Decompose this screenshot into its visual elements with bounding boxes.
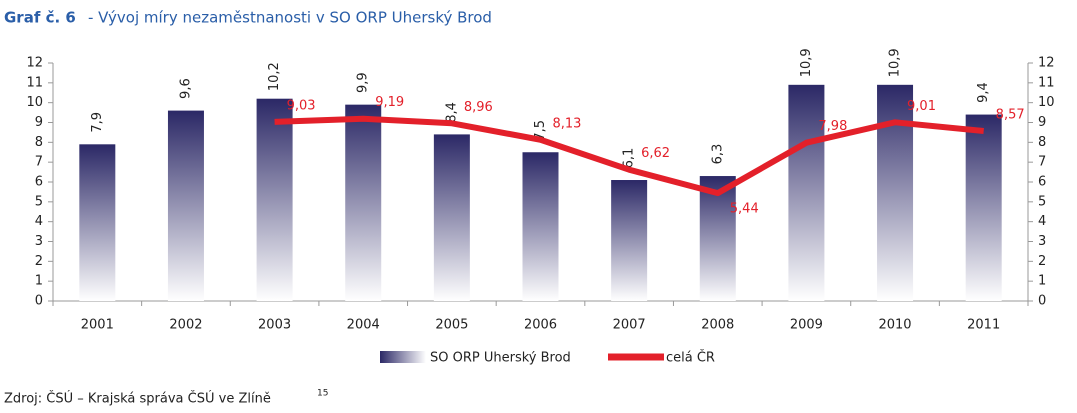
y-tick-label: 4	[35, 214, 43, 229]
y-tick-label: 8	[35, 135, 43, 150]
line-label: 8,13	[553, 116, 582, 131]
line-label: 6,62	[641, 146, 670, 161]
y-tick-label: 1	[35, 274, 43, 289]
y2-tick-label: 12	[1038, 56, 1055, 71]
y-tick-label: 9	[35, 115, 43, 130]
bar-label: 7,9	[90, 112, 105, 133]
y2-tick-label: 11	[1038, 75, 1055, 90]
line-label: 7,98	[818, 119, 847, 134]
legend-label: SO ORP Uherský Brod	[430, 351, 571, 366]
chart-title-label: Graf č. 6	[4, 9, 76, 27]
bar	[788, 84, 825, 301]
bar-label: 9,6	[178, 78, 193, 99]
x-tick-label: 2006	[524, 318, 557, 333]
line-label: 8,57	[996, 108, 1025, 123]
bar-label: 6,3	[710, 144, 725, 165]
x-tick-label: 2003	[258, 318, 291, 333]
bar	[433, 134, 470, 301]
y-tick-label: 5	[35, 194, 43, 209]
bar	[877, 84, 914, 301]
y-tick-label: 12	[26, 56, 43, 71]
bar	[522, 152, 559, 301]
line-label: 8,96	[464, 100, 493, 115]
bar-label: 10,9	[799, 48, 814, 77]
x-tick-label: 2001	[81, 318, 114, 333]
y2-tick-label: 3	[1038, 234, 1046, 249]
legend-swatch	[380, 351, 426, 363]
y-tick-label: 6	[35, 175, 43, 190]
x-tick-label: 2008	[701, 318, 734, 333]
source-note: 15	[317, 389, 328, 399]
bar-label: 8,4	[444, 102, 459, 123]
bar	[256, 98, 293, 301]
y-tick-label: 3	[35, 234, 43, 249]
bar-label: 7,5	[533, 120, 548, 141]
bar	[611, 180, 648, 301]
x-tick-label: 2009	[790, 318, 823, 333]
x-tick-label: 2007	[613, 318, 646, 333]
source: Zdroj: ČSÚ – Krajská správa ČSÚ ve Zlíně	[4, 391, 271, 407]
bar-label: 9,9	[356, 72, 371, 93]
bar	[699, 176, 736, 301]
y-tick-label: 2	[35, 254, 43, 269]
x-tick-label: 2005	[435, 318, 468, 333]
y2-tick-label: 6	[1038, 175, 1046, 190]
x-tick-label: 2004	[347, 318, 380, 333]
line-label: 9,03	[287, 98, 316, 113]
y-tick-label: 11	[26, 75, 43, 90]
x-tick-label: 2011	[967, 318, 1000, 333]
y2-tick-label: 7	[1038, 155, 1046, 170]
bar	[167, 110, 204, 301]
line-label: 5,44	[730, 202, 759, 217]
legend-label: celá ČR	[666, 350, 715, 366]
y-tick-label: 7	[35, 155, 43, 170]
line	[274, 115, 984, 197]
bar-label: 10,9	[888, 48, 903, 77]
y-tick-label: 0	[35, 294, 43, 309]
x-tick-label: 2002	[169, 318, 202, 333]
y2-tick-label: 5	[1038, 194, 1046, 209]
y2-tick-label: 2	[1038, 254, 1046, 269]
x-tick-label: 2010	[878, 318, 911, 333]
y2-tick-label: 9	[1038, 115, 1046, 130]
y2-tick-label: 10	[1038, 95, 1055, 110]
bar-label: 6,1	[622, 148, 637, 169]
y2-tick-label: 8	[1038, 135, 1046, 150]
y-tick-label: 10	[26, 95, 43, 110]
y2-tick-label: 0	[1038, 294, 1046, 309]
bar	[79, 144, 116, 301]
line-label: 9,19	[375, 95, 404, 110]
bar-label: 9,4	[976, 82, 991, 103]
bar-label: 10,2	[267, 62, 282, 91]
line-label: 9,01	[907, 99, 936, 114]
y2-tick-label: 1	[1038, 274, 1046, 289]
bar	[345, 104, 382, 302]
chart-title: - Vývoj míry nezaměstnanosti v SO ORP Uh…	[88, 9, 492, 27]
y2-tick-label: 4	[1038, 214, 1046, 229]
bar	[965, 114, 1002, 301]
